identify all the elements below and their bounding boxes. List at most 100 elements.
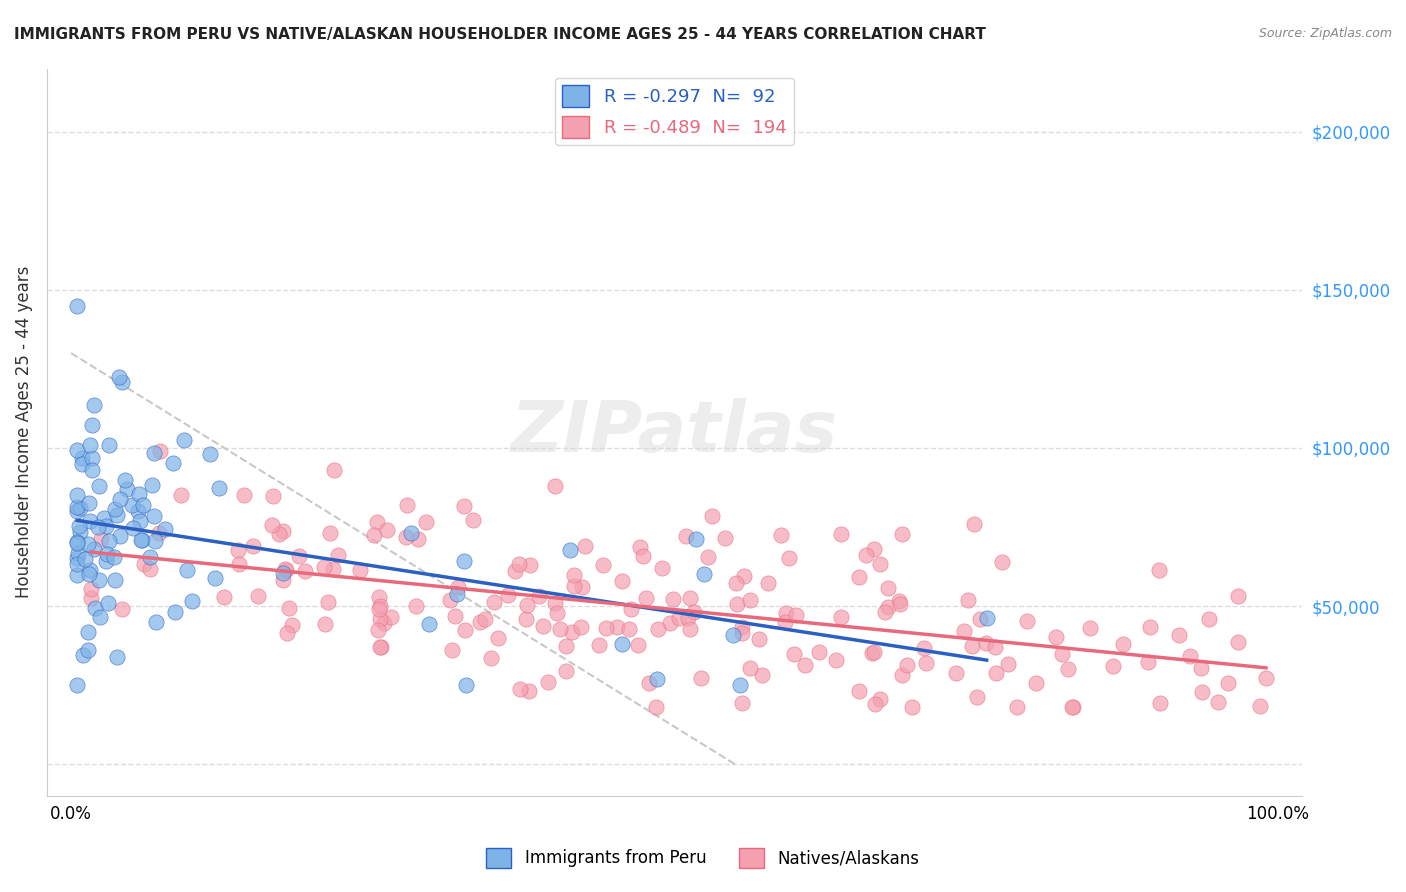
Point xyxy=(889,597,911,611)
Point xyxy=(676,611,699,625)
Point xyxy=(446,587,468,601)
Point xyxy=(740,661,762,675)
Point xyxy=(79,437,101,451)
Point xyxy=(132,557,155,571)
Point xyxy=(77,496,100,510)
Point xyxy=(986,666,1008,681)
Point xyxy=(96,547,118,561)
Point xyxy=(860,646,883,660)
Point xyxy=(960,639,983,653)
Point xyxy=(865,697,887,711)
Point xyxy=(1015,614,1038,628)
Point xyxy=(588,638,610,652)
Point xyxy=(1206,695,1229,709)
Point xyxy=(1060,700,1083,714)
Point xyxy=(111,602,134,616)
Point xyxy=(516,598,538,612)
Point xyxy=(1168,628,1191,642)
Point xyxy=(702,508,724,523)
Legend: R = -0.297  N=  92, R = -0.489  N=  194: R = -0.297 N= 92, R = -0.489 N= 194 xyxy=(555,78,794,145)
Point xyxy=(415,515,437,529)
Point xyxy=(79,563,101,577)
Point xyxy=(1189,661,1212,675)
Point xyxy=(728,678,751,692)
Point xyxy=(509,682,531,697)
Point xyxy=(318,594,340,608)
Point xyxy=(274,562,297,576)
Point xyxy=(277,601,299,615)
Point xyxy=(1226,635,1249,649)
Point xyxy=(67,546,90,560)
Point xyxy=(233,488,256,502)
Point xyxy=(395,498,418,512)
Point xyxy=(162,456,184,470)
Point xyxy=(785,608,807,623)
Point xyxy=(142,508,165,523)
Point xyxy=(89,609,111,624)
Point xyxy=(66,551,89,566)
Point xyxy=(83,397,105,411)
Point xyxy=(271,524,294,539)
Point xyxy=(367,623,389,637)
Point xyxy=(659,615,682,630)
Point xyxy=(66,678,89,692)
Point xyxy=(204,571,226,585)
Point xyxy=(546,607,568,621)
Point xyxy=(468,615,491,629)
Point xyxy=(848,570,870,584)
Point xyxy=(363,528,385,542)
Point xyxy=(685,533,707,547)
Point xyxy=(67,519,90,533)
Point xyxy=(783,647,806,661)
Point xyxy=(1045,630,1067,644)
Point xyxy=(638,676,661,690)
Point xyxy=(824,653,846,667)
Point xyxy=(1025,676,1047,690)
Point xyxy=(561,625,583,640)
Point xyxy=(887,594,910,608)
Point xyxy=(105,649,128,664)
Point xyxy=(66,557,89,571)
Point xyxy=(322,562,344,576)
Point xyxy=(108,491,131,506)
Point xyxy=(651,561,673,575)
Point xyxy=(73,552,96,566)
Point xyxy=(200,447,222,461)
Point xyxy=(1198,612,1220,626)
Point xyxy=(148,526,170,541)
Point xyxy=(294,565,316,579)
Point xyxy=(454,678,477,692)
Point xyxy=(562,568,585,582)
Point xyxy=(121,498,143,512)
Point xyxy=(104,573,127,587)
Point xyxy=(328,549,350,563)
Point xyxy=(83,541,105,556)
Point xyxy=(94,519,117,533)
Point xyxy=(498,588,520,602)
Point xyxy=(77,624,100,639)
Point xyxy=(242,539,264,553)
Point xyxy=(953,624,976,639)
Point xyxy=(66,442,89,457)
Point xyxy=(503,564,526,578)
Point xyxy=(738,592,761,607)
Point xyxy=(453,623,475,637)
Point xyxy=(66,568,89,582)
Point xyxy=(890,668,912,682)
Point xyxy=(1218,676,1240,690)
Point xyxy=(121,521,143,535)
Point xyxy=(262,489,284,503)
Point xyxy=(775,606,797,620)
Point xyxy=(145,534,167,549)
Point xyxy=(869,557,891,571)
Point xyxy=(208,481,231,495)
Point xyxy=(508,557,530,571)
Point xyxy=(606,619,628,633)
Point xyxy=(80,417,103,432)
Point xyxy=(830,610,852,624)
Point xyxy=(90,532,112,546)
Point xyxy=(80,582,103,597)
Point xyxy=(863,645,886,659)
Point xyxy=(714,531,737,545)
Legend: Immigrants from Peru, Natives/Alaskans: Immigrants from Peru, Natives/Alaskans xyxy=(479,841,927,875)
